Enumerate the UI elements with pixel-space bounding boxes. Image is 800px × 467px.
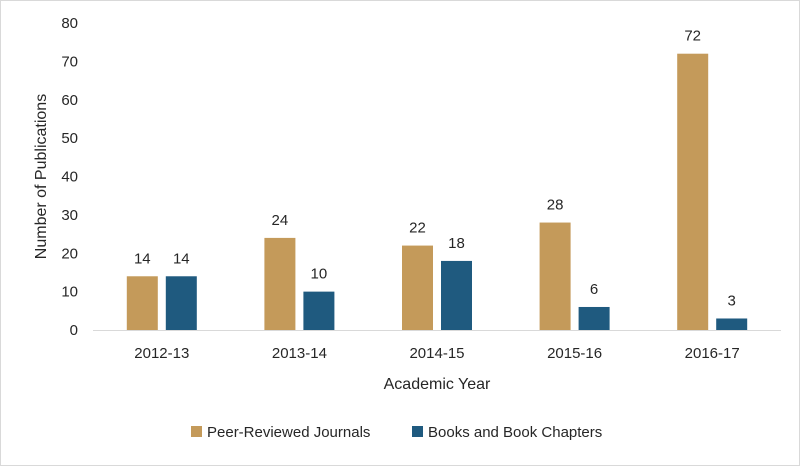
legend-swatch [412, 426, 423, 437]
data-label: 14 [134, 250, 151, 267]
bar-books-2012-13 [165, 276, 197, 330]
y-tick-label: 80 [61, 15, 78, 32]
y-tick-label: 10 [61, 284, 78, 301]
data-label: 28 [547, 197, 564, 214]
y-axis-title: Number of Publications [33, 94, 50, 259]
x-tick-label: 2015-16 [547, 345, 602, 362]
y-tick-label: 60 [61, 92, 78, 109]
legend-label: Books and Book Chapters [428, 424, 602, 441]
data-label: 72 [684, 28, 701, 45]
bar-books-2014-15 [441, 260, 472, 330]
legend-label: Peer-Reviewed Journals [207, 424, 370, 441]
x-tick-label: 2012-13 [134, 345, 189, 362]
y-axis-ticks: 0 10 20 30 40 50 60 70 80 [61, 15, 78, 339]
data-label: 18 [448, 235, 465, 252]
data-label: 22 [409, 220, 426, 237]
bar-journals-2013-14 [264, 237, 296, 330]
data-label: 10 [311, 266, 328, 283]
data-label: 14 [173, 250, 190, 267]
bar-journals-2014-15 [402, 245, 433, 330]
legend: Peer-Reviewed Journals Books and Book Cha… [191, 424, 602, 441]
x-axis-ticks: 2012-13 2013-14 2014-15 2015-16 2016-17 [134, 345, 739, 362]
data-label: 24 [272, 212, 289, 229]
x-tick-label: 2014-15 [409, 345, 464, 362]
bars: 14 14 24 10 22 18 28 6 72 3 [126, 28, 748, 330]
bar-books-2015-16 [578, 306, 610, 330]
bar-journals-2016-17 [677, 53, 709, 330]
bar-journals-2015-16 [539, 222, 571, 330]
bar-journals-2012-13 [126, 276, 158, 330]
legend-swatch [191, 426, 202, 437]
bar-books-2016-17 [716, 318, 748, 330]
data-label: 6 [590, 281, 598, 298]
bar-books-2013-14 [303, 291, 335, 330]
y-tick-label: 30 [61, 207, 78, 224]
y-tick-label: 20 [61, 245, 78, 262]
y-tick-label: 0 [70, 322, 78, 339]
data-label: 3 [728, 292, 736, 309]
x-axis-title: Academic Year [384, 376, 491, 393]
y-tick-label: 50 [61, 130, 78, 147]
y-tick-label: 70 [61, 53, 78, 70]
x-tick-label: 2016-17 [685, 345, 740, 362]
y-tick-label: 40 [61, 169, 78, 186]
x-tick-label: 2013-14 [272, 345, 327, 362]
